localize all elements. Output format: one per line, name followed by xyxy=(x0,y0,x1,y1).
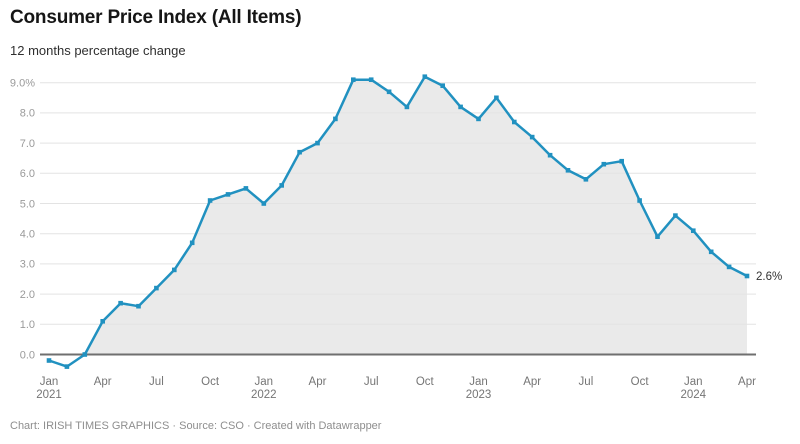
attribution-footer: Chart: IRISH TIMES GRAPHICS · Source: CS… xyxy=(10,420,382,432)
data-point-marker xyxy=(529,134,535,140)
x-tick-label: Jan xyxy=(684,376,703,388)
data-point-marker xyxy=(565,168,571,173)
data-point-marker xyxy=(351,77,356,82)
x-tick-label: Apr xyxy=(523,376,541,388)
data-point-marker xyxy=(136,303,141,309)
x-tick-label: Oct xyxy=(416,376,435,388)
data-point-marker xyxy=(261,201,267,206)
y-tick-label: 3.0 xyxy=(20,259,35,271)
y-tick-label: 1.0 xyxy=(20,319,35,331)
data-point-marker xyxy=(189,240,195,246)
data-point-marker xyxy=(440,83,445,88)
data-point-marker xyxy=(297,149,302,155)
chart-title: Consumer Price Index (All Items) xyxy=(10,7,302,28)
x-tick-label: Apr xyxy=(309,376,327,388)
x-tick-label: Jul xyxy=(364,376,379,388)
y-tick-label: 2.0 xyxy=(20,289,35,301)
x-tick-label: Jul xyxy=(149,376,164,388)
data-point-marker xyxy=(512,119,517,125)
data-point-marker xyxy=(315,140,320,146)
data-point-marker xyxy=(619,158,624,164)
x-tick-label: Jan xyxy=(255,376,274,388)
chart-subtitle: 12 months percentage change xyxy=(10,43,186,58)
y-tick-label: 6.0 xyxy=(20,168,35,180)
data-point-marker xyxy=(279,183,284,188)
y-tick-label: 5.0 xyxy=(20,198,35,210)
data-point-marker xyxy=(100,319,105,324)
data-point-marker xyxy=(154,285,159,291)
x-tick-year-label: 2023 xyxy=(466,389,492,401)
data-point-marker xyxy=(368,77,374,82)
data-point-marker xyxy=(637,198,642,203)
data-point-marker xyxy=(673,213,678,218)
data-point-marker xyxy=(172,267,177,273)
data-point-marker xyxy=(82,352,88,357)
y-tick-label: 9.0% xyxy=(10,78,35,90)
x-tick-year-label: 2024 xyxy=(681,389,707,401)
data-point-marker xyxy=(547,152,553,158)
data-point-marker xyxy=(207,198,213,203)
data-point-marker xyxy=(458,104,463,110)
data-point-marker xyxy=(46,358,52,363)
x-tick-label: Jan xyxy=(40,376,59,388)
data-point-marker xyxy=(726,264,732,270)
data-point-marker xyxy=(118,300,123,306)
data-point-marker xyxy=(583,177,589,182)
x-tick-label: Jul xyxy=(579,376,594,388)
data-point-marker xyxy=(601,161,607,167)
y-tick-label: 8.0 xyxy=(20,108,35,120)
data-point-marker xyxy=(744,273,750,279)
data-point-marker xyxy=(333,116,338,122)
y-tick-label: 4.0 xyxy=(20,229,35,241)
x-tick-label: Jan xyxy=(469,376,488,388)
data-point-marker xyxy=(386,89,392,95)
data-point-marker xyxy=(494,95,499,101)
y-tick-label: 7.0 xyxy=(20,138,35,150)
data-point-marker xyxy=(404,104,410,110)
x-tick-year-label: 2021 xyxy=(36,389,62,401)
end-value-label: 2.6% xyxy=(756,271,782,283)
data-point-marker xyxy=(64,364,70,369)
data-point-marker xyxy=(422,74,428,79)
x-tick-label: Oct xyxy=(631,376,650,388)
area-fill xyxy=(49,76,747,355)
x-tick-label: Apr xyxy=(94,376,112,388)
data-point-marker xyxy=(691,228,696,233)
data-point-marker xyxy=(655,234,660,239)
x-tick-year-label: 2022 xyxy=(251,389,277,401)
data-point-marker xyxy=(243,186,249,191)
x-tick-label: Apr xyxy=(738,376,756,388)
data-point-marker xyxy=(225,192,231,197)
series-line xyxy=(47,75,749,368)
y-tick-label: 0.0 xyxy=(20,349,35,361)
x-tick-label: Oct xyxy=(201,376,220,388)
data-point-marker xyxy=(476,116,481,122)
data-point-marker xyxy=(708,249,714,255)
